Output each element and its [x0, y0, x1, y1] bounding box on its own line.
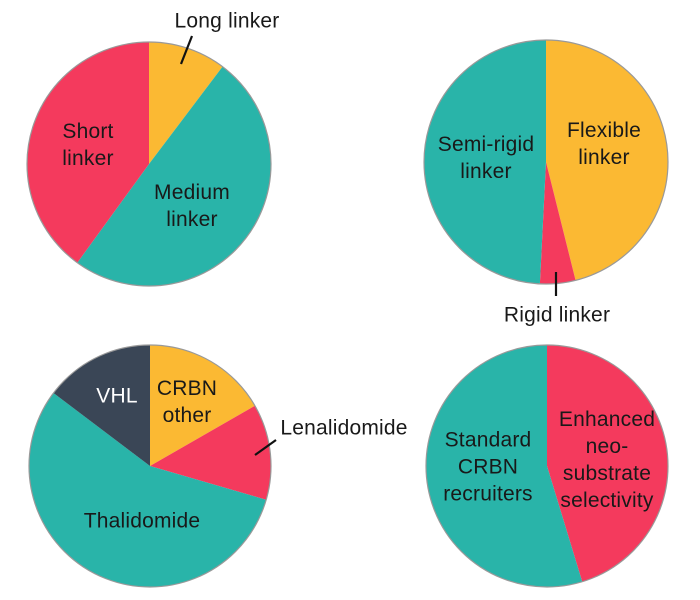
pie-linker-rigidity-distribution [423, 39, 669, 285]
pie-slice-medium-linker [77, 66, 272, 287]
pie-slice-long-linker [149, 42, 223, 164]
callout-line-long-linker [179, 35, 194, 65]
pie-slice-rigid-linker [539, 162, 576, 285]
pie-outline [425, 344, 669, 588]
pie-outline [26, 41, 272, 287]
pie-outline [423, 39, 669, 285]
pie-slice-semi-rigid-linker [423, 39, 546, 284]
callout-line-lenalidomide [254, 439, 277, 456]
pie-slice-standard-crbn-recruiters [425, 345, 583, 587]
pie-slice-enhanced-neo-substrate-selectivity [547, 345, 668, 582]
pie-slice-crbn-other [150, 345, 255, 466]
pie-slice-lenalidomide [150, 405, 272, 500]
pie-slice-flexible-linker [546, 40, 669, 281]
pie-linker-length-distribution [26, 41, 272, 287]
pie-slice-short-linker [26, 42, 149, 263]
pie-e3-ligase-recruiter-distribution [28, 344, 272, 588]
pie-outline [28, 344, 272, 588]
pie-slice-thalidomide [29, 393, 267, 588]
pie-crbn-recruiter-selectivity [425, 344, 669, 588]
pie-slice-vhl [53, 345, 150, 466]
